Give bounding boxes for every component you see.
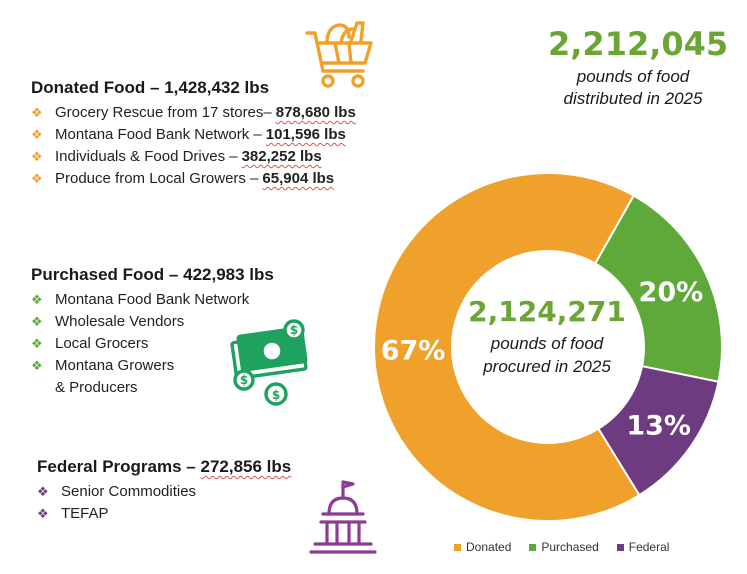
donated-heading-label: Donated Food – bbox=[31, 78, 160, 97]
federal-item-label: TEFAP bbox=[61, 505, 109, 522]
money-bills-coins-icon: $ $ $ bbox=[230, 319, 308, 406]
legend-item-purchased: Purchased bbox=[529, 540, 599, 554]
donated-item-label: Montana Food Bank Network – bbox=[55, 126, 262, 143]
distributed-caption-line2: distributed in 2025 bbox=[563, 89, 703, 108]
purchased-heading-label: Purchased Food – bbox=[31, 265, 179, 284]
diamond-bullet-icon: ❖ bbox=[31, 149, 43, 164]
procured-caption-line2: procured in 2025 bbox=[483, 357, 611, 376]
donated-item-label: Individuals & Food Drives – bbox=[55, 148, 238, 165]
list-item: ❖ Wholesale Vendors bbox=[31, 311, 249, 333]
diamond-bullet-icon: ❖ bbox=[37, 484, 49, 499]
legend-swatch bbox=[616, 543, 624, 551]
legend-item-donated: Donated bbox=[454, 540, 511, 554]
purchased-item-label: & Producers bbox=[55, 379, 138, 396]
donated-item-amount: 101,596 lbs bbox=[265, 126, 346, 143]
list-item: ❖ Local Grocers bbox=[31, 333, 249, 355]
diamond-bullet-icon: ❖ bbox=[31, 314, 43, 329]
slice-label-federal: 13% bbox=[626, 410, 691, 441]
slice-label-donated: 67% bbox=[381, 336, 446, 367]
list-item: ❖ Individuals & Food Drives – 382,252 lb… bbox=[31, 146, 356, 168]
legend-label: Purchased bbox=[541, 540, 599, 554]
svg-text:$: $ bbox=[240, 373, 248, 387]
list-item: ❖ Montana Growers bbox=[31, 355, 249, 377]
legend-swatch bbox=[529, 543, 537, 551]
distributed-total: 2,212,045 bbox=[548, 25, 729, 63]
purchased-item-label: Local Grocers bbox=[55, 335, 149, 352]
shopping-basket-icon bbox=[305, 21, 373, 88]
list-item: ❖ TEFAP bbox=[37, 503, 196, 525]
diamond-bullet-icon: ❖ bbox=[31, 127, 43, 142]
list-item: ❖ Grocery Rescue from 17 stores– 878,680… bbox=[31, 102, 356, 124]
legend-label: Federal bbox=[628, 540, 670, 554]
federal-heading: Federal Programs – 272,856 lbs bbox=[37, 457, 291, 477]
donut-slice-purchased bbox=[593, 194, 723, 383]
list-item: ❖ Senior Commodities bbox=[37, 481, 196, 503]
diamond-bullet-icon: ❖ bbox=[31, 292, 43, 307]
federal-list: ❖ Senior Commodities ❖ TEFAP bbox=[37, 481, 196, 525]
donated-item-amount: 878,680 lbs bbox=[275, 104, 356, 121]
diamond-bullet-icon: ❖ bbox=[31, 105, 43, 120]
slice-label-purchased: 20% bbox=[639, 277, 704, 308]
diamond-bullet-icon: ❖ bbox=[37, 506, 49, 521]
donated-heading: Donated Food – 1,428,432 lbs bbox=[31, 78, 269, 98]
svg-text:$: $ bbox=[290, 323, 298, 337]
federal-heading-label: Federal Programs – bbox=[37, 457, 196, 476]
purchased-list: ❖ Montana Food Bank Network ❖ Wholesale … bbox=[31, 289, 249, 399]
donut-slice-donated bbox=[373, 172, 641, 522]
list-item-continuation: & Producers bbox=[31, 377, 249, 399]
legend-item-federal: Federal bbox=[616, 540, 670, 554]
list-item: ❖ Montana Food Bank Network bbox=[31, 289, 249, 311]
donut-slice-federal bbox=[597, 364, 720, 497]
purchased-item-label: Montana Growers bbox=[55, 357, 175, 374]
donated-item-amount: 382,252 lbs bbox=[241, 148, 322, 165]
purchased-heading: Purchased Food – 422,983 lbs bbox=[31, 265, 274, 285]
diamond-bullet-icon: ❖ bbox=[31, 358, 43, 373]
donut-chart: 67% 20% 13% bbox=[373, 172, 723, 522]
diamond-bullet-icon: ❖ bbox=[31, 336, 43, 351]
donated-list: ❖ Grocery Rescue from 17 stores– 878,680… bbox=[31, 102, 356, 190]
purchased-item-label: Montana Food Bank Network bbox=[55, 291, 250, 308]
diamond-bullet-icon: ❖ bbox=[31, 171, 43, 186]
procured-total: 2,124,271 bbox=[468, 295, 626, 328]
donated-item-amount: 65,904 lbs bbox=[262, 170, 335, 187]
procured-caption-line1: pounds of food bbox=[490, 334, 604, 353]
svg-text:$: $ bbox=[272, 388, 280, 402]
donated-item-label: Grocery Rescue from 17 stores– bbox=[55, 104, 272, 121]
federal-item-label: Senior Commodities bbox=[61, 483, 197, 500]
distributed-caption-line1: pounds of food bbox=[576, 67, 690, 86]
legend-label: Donated bbox=[466, 540, 512, 554]
purchased-heading-amount: 422,983 lbs bbox=[183, 265, 274, 284]
purchased-item-label: Wholesale Vendors bbox=[55, 313, 185, 330]
list-item: ❖ Produce from Local Growers – 65,904 lb… bbox=[31, 168, 356, 190]
list-item: ❖ Montana Food Bank Network – 101,596 lb… bbox=[31, 124, 356, 146]
chart-legend: Donated Purchased Federal bbox=[454, 540, 669, 554]
federal-heading-amount: 272,856 lbs bbox=[200, 457, 292, 476]
legend-swatch bbox=[454, 543, 461, 551]
donated-heading-amount: 1,428,432 lbs bbox=[164, 78, 270, 97]
capitol-building-icon bbox=[309, 480, 377, 554]
donated-item-label: Produce from Local Growers – bbox=[55, 170, 259, 187]
